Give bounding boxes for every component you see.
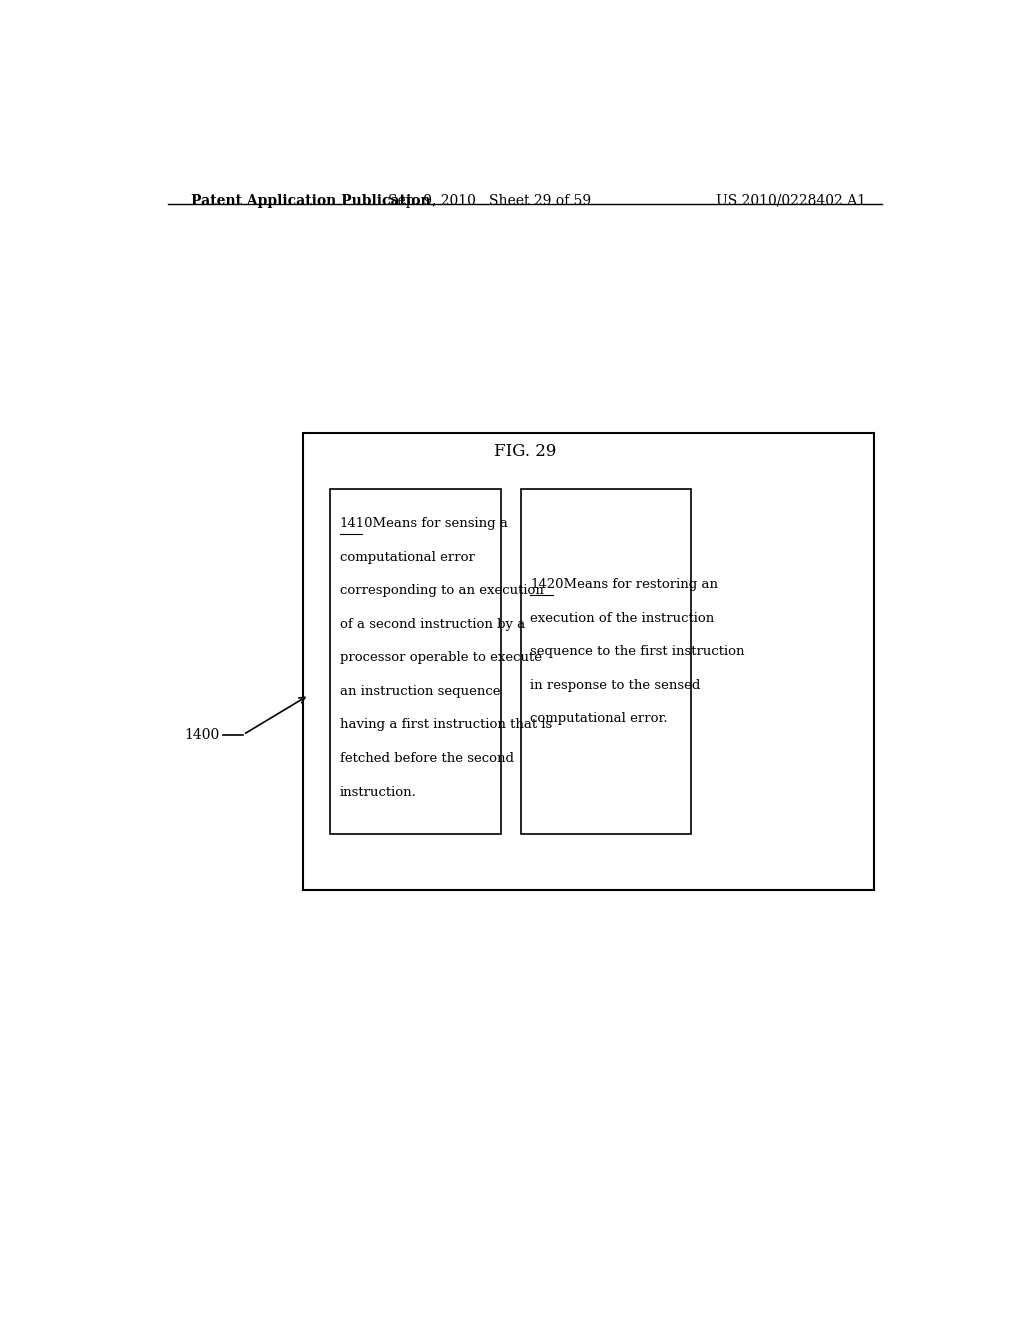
Bar [521,488,691,834]
Text: in response to the sensed: in response to the sensed [530,678,700,692]
Text: sequence to the first instruction: sequence to the first instruction [530,645,744,659]
Text: 1410: 1410 [340,517,374,531]
Text: having a first instruction that is: having a first instruction that is [340,718,552,731]
Text: Means for sensing a: Means for sensing a [365,517,508,531]
Text: Means for restoring an: Means for restoring an [555,578,718,591]
Text: Patent Application Publication: Patent Application Publication [191,194,431,209]
Text: 1420: 1420 [530,578,564,591]
Text: US 2010/0228402 A1: US 2010/0228402 A1 [716,194,866,209]
Text: an instruction sequence: an instruction sequence [340,685,501,698]
Text: Sep. 9, 2010   Sheet 29 of 59: Sep. 9, 2010 Sheet 29 of 59 [387,194,591,209]
Text: computational error.: computational error. [530,713,668,725]
Text: fetched before the second: fetched before the second [340,752,514,766]
Text: of a second instruction by a: of a second instruction by a [340,618,525,631]
Bar [331,488,501,834]
Text: 1400: 1400 [184,727,219,742]
Bar [303,433,873,890]
Text: execution of the instruction: execution of the instruction [530,611,715,624]
Text: instruction.: instruction. [340,785,417,799]
Text: processor operable to execute: processor operable to execute [340,651,542,664]
Text: computational error: computational error [340,550,475,564]
Text: FIG. 29: FIG. 29 [494,444,556,459]
Text: corresponding to an execution: corresponding to an execution [340,585,544,597]
